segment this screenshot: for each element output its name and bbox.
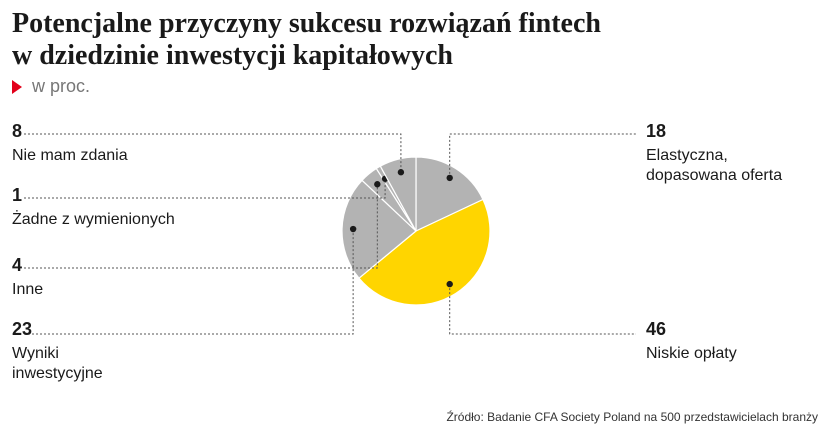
text-inne: Inne: [12, 281, 44, 298]
pie-slice-niskie: [358, 198, 491, 306]
text-zadne: Żadne z wymienionych: [12, 211, 175, 228]
marker-dot-niskie: [446, 280, 453, 288]
label-elastyczna: 18 Elastyczna, dopasowana oferta: [646, 120, 782, 186]
leader-line-niskie: [449, 284, 636, 335]
label-inne: 4 Inne: [12, 254, 43, 300]
label-nie-mam-zdania: 8 Nie mam zdania: [12, 120, 128, 166]
label-wyniki: 23 Wyniki inwestycyjne: [12, 318, 103, 384]
value-niskie-oplaty: 46: [646, 319, 667, 339]
text-elastyczna-line2: dopasowana oferta: [646, 167, 783, 184]
value-nie-mam-zdania: 8: [12, 121, 23, 141]
unit-subtitle: w proc.: [12, 76, 90, 97]
pie-slice-elastyczna: [415, 156, 484, 232]
leader-line-wyniki: [24, 229, 354, 335]
value-zadne: 1: [12, 185, 23, 205]
leader-line-zadne: [24, 178, 386, 199]
text-niskie-oplaty: Niskie opłaty: [646, 345, 737, 362]
leader-line-elastyczna: [449, 133, 636, 178]
chart-title: Potencjalne przyczyny sukcesu rozwiązań …: [12, 8, 812, 72]
value-elastyczna: 18: [646, 121, 667, 141]
marker-dot-inne: [374, 181, 381, 188]
marker-dot-elastyczna: [446, 174, 453, 182]
value-wyniki: 23: [12, 319, 33, 339]
chart-title-line1: Potencjalne przyczyny sukcesu rozwiązań …: [12, 8, 601, 39]
text-elastyczna-line1: Elastyczna,: [646, 147, 728, 164]
leader-line-nie_mam: [24, 133, 402, 173]
text-wyniki-line2: inwestycyjne: [12, 365, 103, 382]
source-note: Źródło: Badanie CFA Society Poland na 50…: [446, 410, 818, 424]
label-niskie-oplaty: 46 Niskie opłaty: [646, 318, 737, 364]
text-wyniki-line1: Wyniki: [12, 345, 59, 362]
label-zadne: 1 Żadne z wymienionych: [12, 184, 175, 230]
marker-dot-nie_mam: [397, 169, 405, 176]
value-inne: 4: [12, 255, 23, 275]
red-triangle-icon: [12, 79, 22, 94]
text-nie-mam-zdania: Nie mam zdania: [12, 147, 128, 164]
pie-slice-wyniki: [341, 179, 417, 280]
leader-line-inne: [24, 184, 378, 269]
unit-label: w proc.: [32, 76, 91, 96]
pie-slice-nie_mam: [379, 156, 417, 232]
marker-dot-wyniki: [349, 225, 357, 233]
chart-title-line2: w dziedzinie inwestycji kapitałowych: [12, 40, 453, 71]
